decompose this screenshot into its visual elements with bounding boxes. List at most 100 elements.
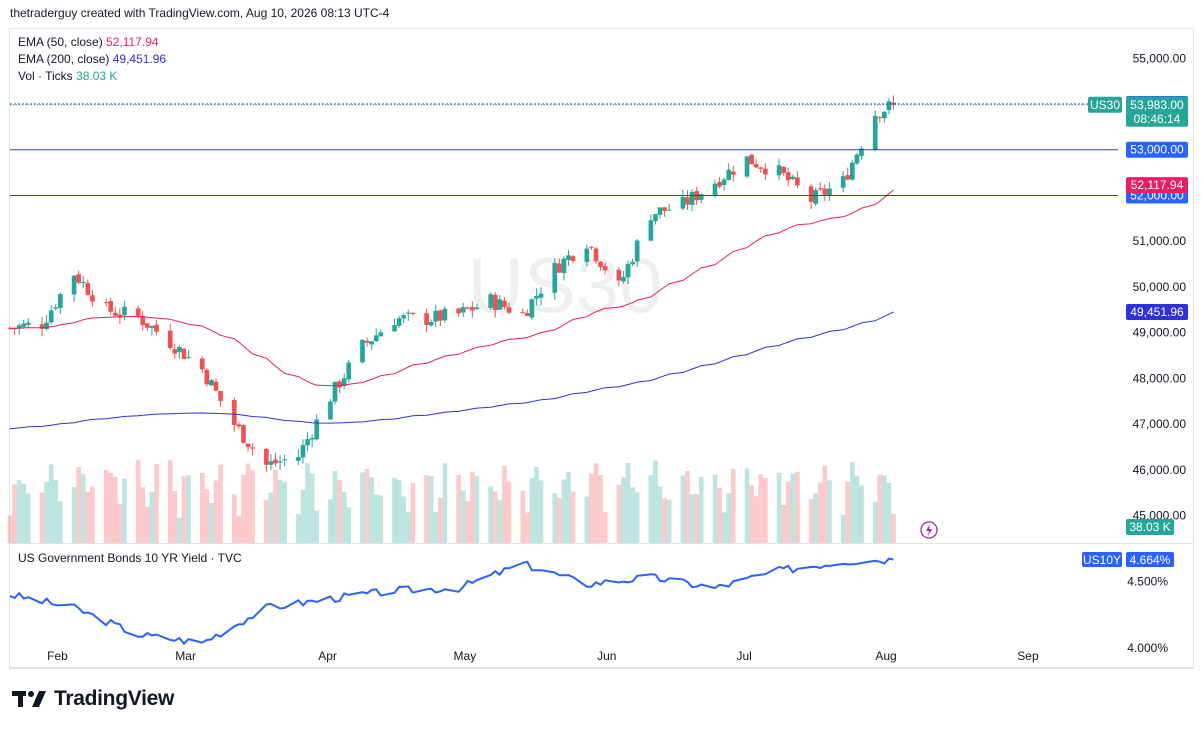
volume-bar [282, 481, 287, 543]
candle-body [90, 295, 95, 302]
candle-body [364, 340, 370, 343]
volume-bar [776, 472, 782, 543]
candle-body [840, 176, 846, 188]
candle-body [616, 269, 622, 281]
volume-bar [218, 464, 223, 543]
volume-bar [90, 486, 95, 543]
volume-bar [822, 465, 828, 543]
volume-bar [378, 495, 384, 543]
level-tag-53000-bg [1126, 141, 1188, 158]
candle-body [305, 439, 310, 446]
candle-body [442, 308, 448, 321]
bond-symbol-tag: US10Y [1083, 553, 1121, 567]
legend-ema50-value: 52,117.94 [106, 35, 159, 49]
candle-body [135, 308, 141, 316]
candle-body [245, 443, 251, 447]
volume-bar [204, 489, 210, 543]
volume-tag: 38.03 K [1129, 520, 1170, 534]
volume-bar [145, 506, 150, 543]
candle-body [891, 102, 896, 105]
volume-bar [712, 474, 718, 543]
candle-body [570, 256, 576, 261]
candle-body [39, 324, 45, 329]
volume-bar [891, 513, 896, 543]
candle-body [717, 181, 722, 187]
yield-axis-tick: 4.000% [1127, 641, 1168, 655]
volume-bar [685, 470, 690, 543]
volume-bar [730, 468, 736, 543]
legend-volume-label: Vol · Ticks [18, 69, 73, 83]
volume-bar [785, 481, 791, 543]
volume-bar [433, 512, 439, 543]
candle-body [625, 264, 631, 278]
candle-body [373, 335, 379, 342]
candle-body [648, 220, 654, 241]
volume-bar [721, 512, 727, 543]
candles [7, 95, 896, 472]
volume-bar [277, 480, 283, 543]
legend-volume[interactable]: Vol · Ticks 38.03 K [18, 68, 117, 85]
time-axis-tick: Sep [1017, 649, 1039, 663]
candle-body [177, 346, 182, 353]
volume-bar [621, 477, 626, 543]
candle-body [602, 266, 608, 271]
volume-bar [584, 496, 590, 543]
volume-bar [840, 514, 846, 543]
volume-bar [135, 459, 141, 543]
candle-body [112, 312, 118, 316]
candle-body [437, 310, 443, 321]
candle-body [520, 312, 526, 314]
candle-body [790, 176, 796, 179]
candle-body [685, 197, 690, 205]
volume-bar [634, 492, 640, 543]
candle-body [186, 356, 191, 358]
volume-bar [364, 468, 370, 543]
ema200-price-tag: 49,451.96 [1130, 305, 1184, 319]
volume-bar [76, 466, 81, 543]
candle-body [502, 300, 507, 308]
time-axis-tick: Apr [318, 649, 337, 663]
volume-bar [250, 470, 255, 543]
volume-bar [630, 487, 635, 543]
candle-body [886, 101, 892, 111]
candle-body [433, 310, 439, 322]
price-axis-tick: 49,000.00 [1133, 326, 1187, 340]
volume-bar [502, 465, 507, 543]
volume-bar [186, 475, 191, 543]
volume-bar [726, 493, 732, 543]
tradingview-logo[interactable]: TradingView [12, 687, 174, 711]
candle-body [167, 330, 173, 348]
legend-ema50[interactable]: EMA (50, close) 52,117.94 [18, 34, 159, 51]
candle-body [753, 163, 759, 168]
volume-bar [48, 464, 54, 543]
volume-bar [21, 483, 27, 543]
candle-body [154, 324, 159, 332]
bond-legend[interactable]: US Government Bonds 10 YR Yield · TVC [18, 551, 242, 565]
candle-body [428, 321, 434, 326]
volume-bar [817, 482, 823, 543]
candle-body [721, 179, 727, 186]
volume-bar [428, 476, 434, 543]
candle-body [181, 348, 187, 360]
lightning-icon-glyph [926, 524, 932, 536]
volume-bar [497, 500, 503, 543]
volume-bar [309, 473, 315, 543]
candle-body [117, 314, 123, 317]
volume-bar [849, 462, 855, 543]
candle-body [744, 156, 750, 177]
volume-bar [744, 468, 750, 543]
legend-ema200[interactable]: EMA (200, close) 49,451.96 [18, 51, 166, 68]
ema200-line [9, 311, 894, 430]
volume-bar [689, 494, 695, 543]
candle-body [21, 323, 27, 327]
candle-body [872, 115, 878, 150]
candle-body [849, 162, 855, 180]
candle-body [273, 459, 278, 464]
volume-bar [373, 494, 379, 543]
candle-body [808, 186, 814, 202]
volume-bar [122, 478, 127, 543]
volume-bar [470, 472, 475, 543]
volume-bar [625, 463, 631, 543]
chart-frame [9, 28, 1194, 668]
